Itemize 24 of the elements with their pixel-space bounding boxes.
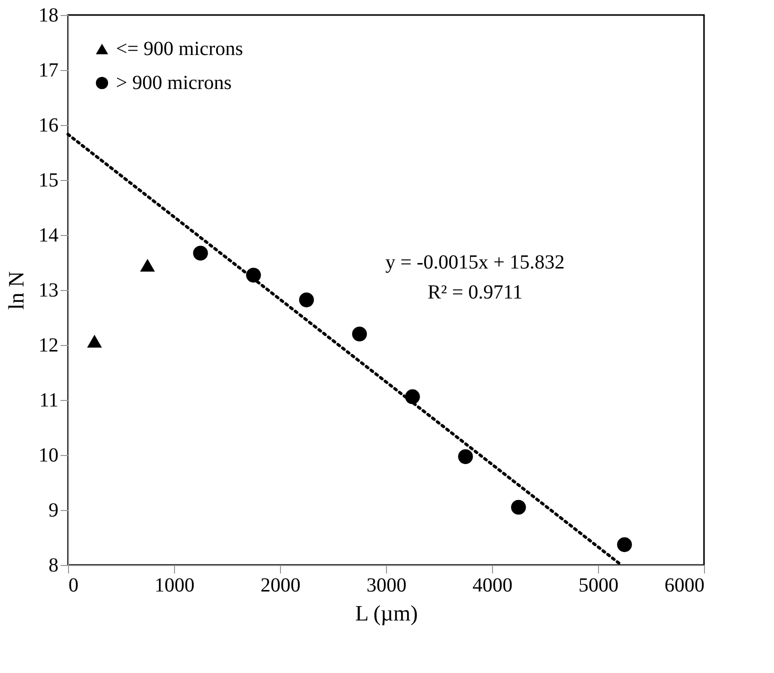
legend-label: <= 900 microns <box>116 38 244 60</box>
annotation: R² = 0.9711 <box>428 282 522 304</box>
x-tick-label: 6000 <box>664 574 704 596</box>
y-tick-label: 13 <box>38 280 58 302</box>
x-tick-label: 4000 <box>472 574 512 596</box>
y-tick-label: 18 <box>38 4 58 26</box>
y-tick-label: 8 <box>48 554 58 576</box>
y-tick-label: 10 <box>38 444 58 466</box>
x-tick-label: 1000 <box>154 574 194 596</box>
x-tick-label: 5000 <box>578 574 618 596</box>
legend-label: > 900 microns <box>116 72 232 94</box>
y-axis-title: ln N <box>4 271 28 310</box>
x-tick-label: 2000 <box>260 574 300 596</box>
x-tick-label: 0 <box>68 574 78 596</box>
y-tick-label: 17 <box>38 60 58 82</box>
y-tick-label: 15 <box>38 170 58 192</box>
x-axis-title: L (µm) <box>355 600 418 626</box>
y-tick-label: 9 <box>48 500 58 522</box>
y-tick-label: 11 <box>39 390 58 412</box>
x-tick-label: 3000 <box>366 574 406 596</box>
y-tick-label: 16 <box>38 114 58 136</box>
y-tick-label: 12 <box>38 334 58 356</box>
y-tick-label: 14 <box>38 224 58 246</box>
annotation: y = -0.0015x + 15.832 <box>385 252 565 274</box>
